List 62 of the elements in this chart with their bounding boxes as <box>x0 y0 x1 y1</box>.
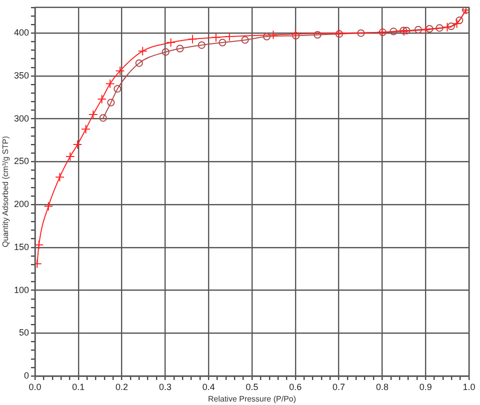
y-tick-label: 200 <box>14 199 29 210</box>
point <box>414 26 422 34</box>
point <box>65 152 75 162</box>
y-tick-label: 150 <box>14 242 29 252</box>
point <box>224 32 234 42</box>
point <box>290 29 300 39</box>
point <box>268 30 278 40</box>
y-tick-label: 400 <box>14 28 29 38</box>
point <box>162 48 170 56</box>
point <box>107 98 115 106</box>
point <box>292 32 300 40</box>
point <box>99 114 107 122</box>
point <box>262 32 271 40</box>
x-tick-label: 1.0 <box>462 382 476 392</box>
x-tick-label: 0.3 <box>158 382 172 392</box>
point <box>138 46 148 56</box>
point <box>35 240 44 250</box>
point <box>97 94 107 104</box>
point <box>188 34 198 44</box>
y-tick-label: 250 <box>14 156 29 166</box>
point <box>114 85 122 93</box>
point <box>456 16 464 24</box>
x-tick-label: 0.2 <box>116 382 128 392</box>
point <box>241 36 249 44</box>
point <box>166 38 176 48</box>
point <box>452 18 462 28</box>
y-tick-label: 0 <box>24 370 29 380</box>
point <box>402 26 410 34</box>
point <box>390 28 398 36</box>
x-tick-label: 0.9 <box>419 382 432 392</box>
x-tick-label: 0.6 <box>289 382 302 392</box>
point <box>135 59 143 67</box>
point <box>81 124 90 134</box>
point <box>44 202 54 211</box>
point <box>314 31 322 39</box>
y-tick-label: 50 <box>18 328 29 338</box>
x-tick-label: 0.7 <box>332 382 346 392</box>
point <box>436 24 444 32</box>
point <box>426 25 434 33</box>
point <box>105 78 115 88</box>
x-axis-title: Relative Pressure (P/Po) <box>208 394 296 404</box>
point <box>218 38 226 46</box>
y-axis-title: Quantity Adsorbed (cm³/g STP) <box>1 136 10 248</box>
point <box>211 32 221 42</box>
point <box>198 41 206 49</box>
y-tick-label: 300 <box>14 113 29 124</box>
x-tick-label: 0.5 <box>246 382 258 392</box>
point <box>442 22 452 32</box>
x-tick-label: 0.1 <box>72 382 85 392</box>
point <box>357 29 365 37</box>
point <box>115 66 125 76</box>
x-tick-label: 0.4 <box>202 382 215 392</box>
y-tick-label: 100 <box>14 284 29 295</box>
x-tick-label: 0.0 <box>28 382 42 392</box>
point <box>55 172 64 182</box>
point <box>72 140 82 150</box>
point <box>447 22 456 30</box>
point <box>88 110 98 120</box>
point <box>420 24 430 34</box>
y-tick-label: 350 <box>14 70 29 80</box>
x-tick-label: 0.8 <box>376 382 388 392</box>
point <box>176 44 184 52</box>
